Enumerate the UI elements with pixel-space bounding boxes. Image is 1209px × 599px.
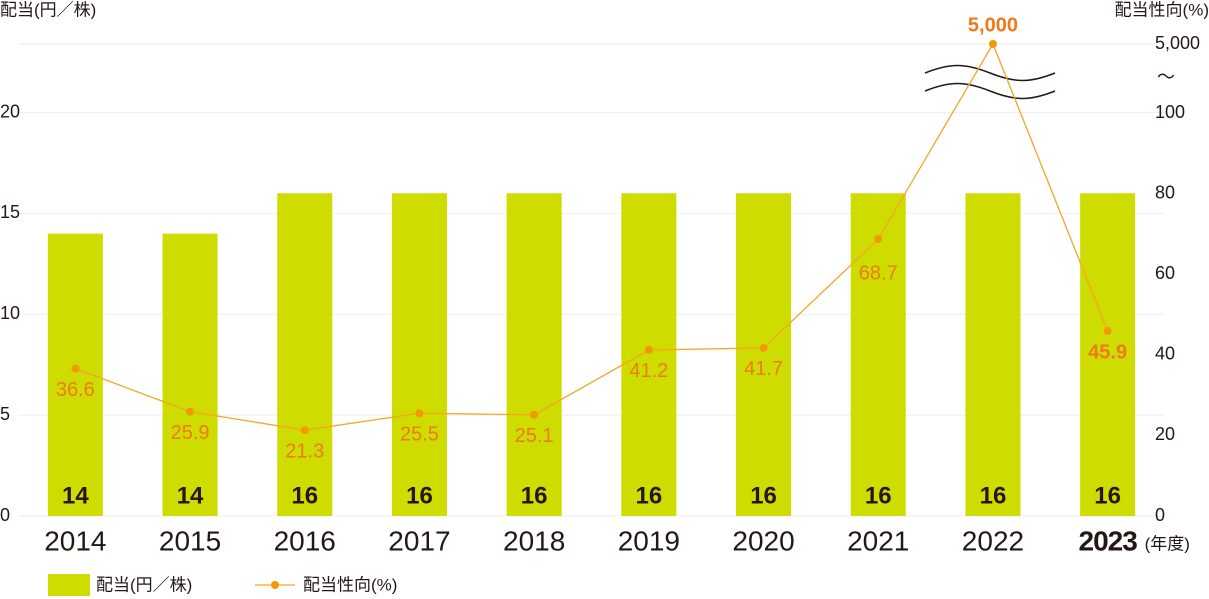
line [75,42,1109,431]
legend-label: 配当(円／株) [96,575,192,594]
y-tick-label: 15 [0,202,20,222]
line-label: 45.9 [1088,341,1127,363]
x-tick-label: 2022 [962,525,1024,556]
line-label: 25.9 [171,422,210,444]
marker [530,410,539,419]
bar [850,193,906,516]
bar-label: 16 [750,482,777,509]
bar-label: 16 [406,482,433,509]
x-tick-label: 2021 [847,525,909,556]
axis-break [924,64,1056,100]
marker [759,343,768,352]
line-label: 5,000 [968,14,1018,36]
bar [736,193,792,516]
bar [621,193,677,516]
y2-tick-label: 100 [1155,102,1185,122]
y2-tick-label: 80 [1155,182,1175,202]
x-tick-label: 2019 [618,525,680,556]
legend-swatch [48,574,90,596]
bar-label: 14 [177,482,204,509]
bar-label: 16 [1094,482,1121,509]
bar-label: 16 [980,482,1007,509]
y-tick-label: 10 [0,303,20,323]
marker [300,426,309,435]
bar-label: 16 [521,482,548,509]
break-fill [925,65,1055,99]
x-tick-label: 2015 [159,525,221,556]
y-tick-label: 5 [0,404,10,424]
x-unit: (年度) [1145,534,1190,553]
x-tick-label: 2014 [44,525,106,556]
y2-tick-label: 0 [1155,505,1165,525]
line-label: 25.5 [400,424,439,446]
bar [1080,193,1136,516]
line-label: 41.7 [744,358,783,380]
marker [874,235,883,244]
bar [47,233,103,516]
y2-tick-label: 5,000 [1155,33,1200,53]
y-axis-title: 配当(円／株) [0,0,96,19]
break-line [924,82,1056,100]
bar-label: 16 [635,482,662,509]
line-label: 21.3 [285,440,324,462]
line-label: 41.2 [629,360,668,382]
marker [186,407,195,416]
y-tick-label: 0 [0,505,10,525]
x-tick-label: 2023 [1079,525,1138,556]
marker [415,409,424,418]
x-tick-label: 2018 [503,525,565,556]
marker [1103,327,1112,336]
y2-tick-label: 60 [1155,263,1175,283]
x-tick-label: 2017 [388,525,450,556]
x-tick-label: 2020 [732,525,794,556]
line-label: 68.7 [859,262,898,284]
legend-label: 配当性向(%) [303,575,397,594]
legend-swatch [271,581,279,589]
y2-tick-label: 40 [1155,344,1175,364]
axis-break-label: 〜 [1157,67,1175,87]
x-tick-label: 2016 [274,525,336,556]
bar [391,193,447,516]
line-label: 36.6 [56,379,95,401]
break-line [924,64,1056,82]
bar-label: 14 [62,482,89,509]
marker [71,364,80,373]
bar [965,193,1021,516]
bar [277,193,333,516]
plot-area [18,43,1165,517]
y-tick-label: 20 [0,101,20,121]
bar-label: 16 [291,482,318,509]
marker [644,345,653,354]
marker [988,40,997,48]
y2-tick-label: 20 [1155,424,1175,444]
bar [506,193,562,516]
y2-axis-title: 配当性向(%) [1115,0,1209,19]
line-label: 25.1 [515,425,554,447]
labels: 0 5 10 15 20 0 20 40 60 80 100 5,000 〜 2014 2015 2016 20… [0,14,1200,596]
bar-label: 16 [865,482,892,509]
bar [162,233,218,516]
